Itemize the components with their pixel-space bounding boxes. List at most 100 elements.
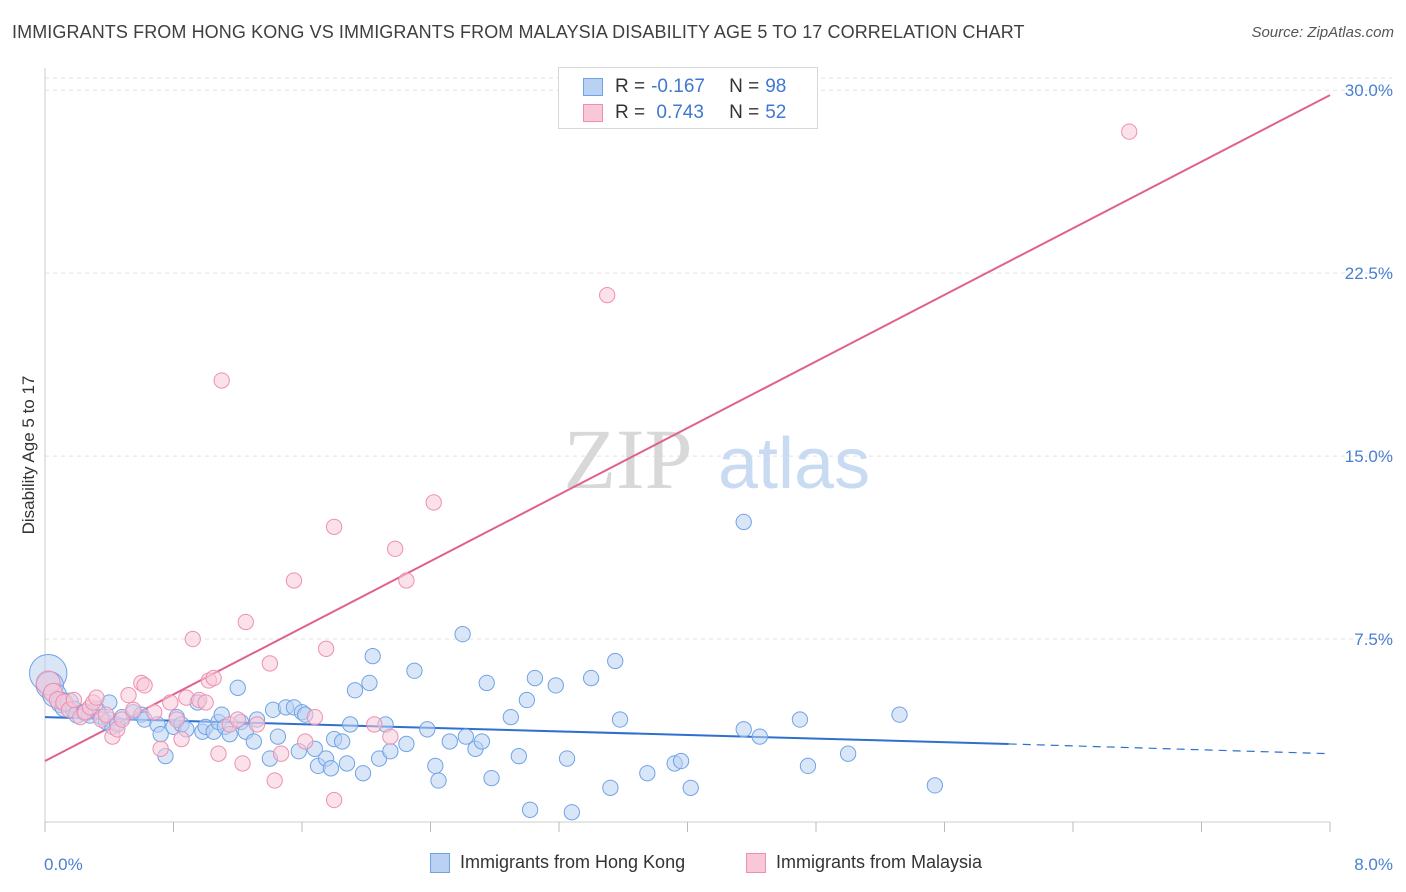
correlation-legend: R = -0.167 N = 98 R = 0.743 N = 52	[558, 67, 818, 129]
point-malaysia	[237, 613, 254, 631]
point-hong-kong	[799, 757, 817, 775]
point-malaysia	[285, 572, 303, 589]
point-malaysia	[366, 716, 383, 733]
trend-line-malaysia	[44, 94, 1331, 762]
series-legend: Immigrants from Hong Kong Immigrants fro…	[0, 852, 1406, 878]
point-malaysia	[248, 716, 266, 733]
y-tick-label: 30.0%	[1345, 81, 1393, 100]
point-hong-kong	[682, 779, 699, 796]
point-hong-kong	[322, 760, 340, 777]
source-label: Source: ZipAtlas.com	[1251, 24, 1394, 41]
watermark-atlas: atlas	[718, 424, 870, 504]
point-malaysia	[261, 655, 279, 672]
point-malaysia	[317, 640, 335, 657]
point-hong-kong	[338, 755, 356, 772]
point-malaysia	[266, 772, 283, 789]
point-hong-kong	[602, 779, 619, 796]
legend-swatch-malaysia	[583, 104, 603, 122]
point-malaysia	[173, 730, 190, 748]
point-hong-kong	[639, 765, 656, 782]
legend-swatch-hong-kong	[583, 78, 603, 96]
point-hong-kong	[526, 669, 544, 687]
point-hong-kong	[483, 769, 500, 787]
legend-r-value: -0.167	[651, 76, 705, 97]
point-hong-kong	[735, 721, 752, 738]
point-malaysia	[88, 689, 105, 706]
point-malaysia	[599, 286, 616, 304]
x-tick-label: 0.0%	[44, 855, 83, 874]
legend-n-value: 98	[765, 76, 787, 97]
data-points	[29, 123, 1138, 821]
point-hong-kong	[419, 721, 436, 738]
point-hong-kong	[611, 711, 629, 728]
point-hong-kong	[521, 801, 539, 818]
point-hong-kong	[406, 662, 423, 679]
point-hong-kong	[229, 679, 246, 696]
point-malaysia	[113, 711, 131, 728]
point-hong-kong	[563, 804, 580, 821]
point-hong-kong	[354, 765, 372, 782]
point-hong-kong	[364, 647, 381, 665]
grid-lines	[45, 77, 1392, 640]
point-hong-kong	[342, 716, 359, 733]
tick-labels: 7.5% 15.0% 22.5% 30.0% 0.0% 8.0%	[44, 81, 1393, 874]
point-hong-kong	[735, 513, 752, 531]
point-hong-kong	[427, 757, 444, 775]
legend-swatch-malaysia	[746, 852, 766, 873]
x-tick-label: 8.0%	[1354, 855, 1393, 874]
legend-label-hong-kong: Immigrants from Hong Kong	[460, 852, 686, 872]
point-malaysia	[213, 372, 230, 389]
legend-n-label: N =	[729, 102, 760, 123]
point-malaysia	[306, 708, 324, 726]
point-hong-kong	[672, 752, 690, 770]
point-hong-kong	[473, 733, 491, 750]
point-malaysia	[197, 694, 214, 711]
point-malaysia	[162, 694, 179, 711]
point-hong-kong	[839, 745, 857, 762]
legend-n-label: N =	[729, 76, 760, 97]
trend-line-hong-kong-extension	[1008, 743, 1331, 755]
point-malaysia	[210, 745, 227, 762]
legend-n-value: 52	[765, 102, 787, 123]
point-hong-kong	[791, 711, 809, 728]
point-hong-kong	[430, 772, 447, 789]
point-hong-kong	[370, 750, 388, 767]
point-malaysia	[325, 518, 343, 535]
point-hong-kong	[382, 743, 399, 760]
trend-lines	[44, 94, 1331, 762]
point-hong-kong	[510, 747, 527, 765]
point-malaysia	[205, 669, 222, 687]
point-hong-kong	[607, 652, 624, 670]
point-malaysia	[97, 706, 115, 723]
y-tick-label: 22.5%	[1345, 264, 1393, 283]
y-axis-label: Disability Age 5 to 17	[19, 376, 38, 535]
point-hong-kong	[478, 674, 495, 692]
point-malaysia	[152, 740, 169, 757]
point-hong-kong	[361, 674, 378, 692]
point-hong-kong	[454, 626, 471, 643]
point-malaysia	[1121, 123, 1138, 140]
point-hong-kong	[558, 750, 576, 767]
point-hong-kong	[245, 733, 262, 750]
point-malaysia	[425, 494, 442, 511]
point-hong-kong	[926, 777, 944, 794]
y-tick-label: 15.0%	[1345, 447, 1393, 466]
point-malaysia	[168, 711, 185, 728]
point-hong-kong	[441, 733, 458, 750]
legend-item-malaysia[interactable]: Immigrants from Malaysia	[746, 852, 982, 873]
watermark: ZIP atlas	[564, 411, 871, 507]
point-malaysia	[398, 572, 415, 589]
point-hong-kong	[891, 706, 908, 723]
point-hong-kong	[502, 708, 519, 726]
point-malaysia	[387, 540, 404, 557]
point-hong-kong	[269, 728, 287, 745]
legend-label-malaysia: Immigrants from Malaysia	[776, 852, 983, 872]
legend-row-malaysia: R = 0.743 N = 52	[583, 101, 786, 125]
point-malaysia	[146, 704, 163, 721]
point-hong-kong	[582, 669, 600, 687]
point-hong-kong	[518, 691, 536, 709]
legend-item-hong-kong[interactable]: Immigrants from Hong Kong	[430, 852, 685, 873]
legend-r-label: R =	[615, 102, 646, 123]
point-malaysia	[65, 691, 83, 709]
